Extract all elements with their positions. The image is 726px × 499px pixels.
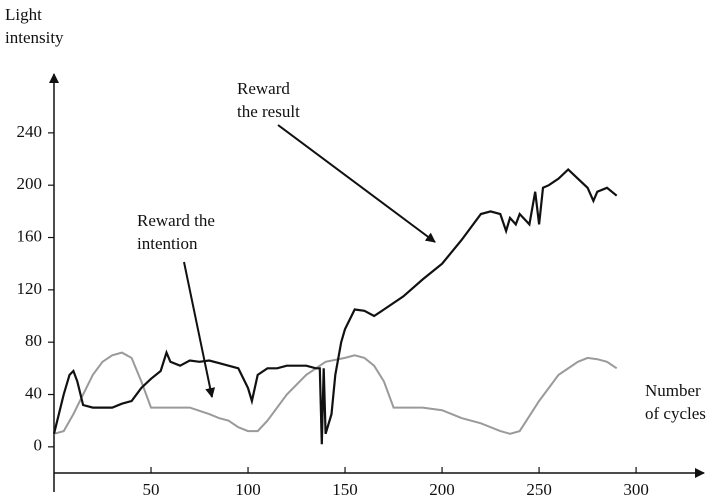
- x-tick-label: 300: [623, 480, 649, 499]
- y-tick-label: 80: [25, 331, 42, 350]
- y-tick-label: 160: [17, 226, 43, 245]
- annotation-arrow: [183, 261, 216, 398]
- y-tick-label: 240: [17, 122, 43, 141]
- x-label: of cycles: [645, 404, 706, 423]
- y-tick-label: 0: [34, 436, 43, 455]
- y-label: intensity: [5, 28, 64, 47]
- y-tick-label: 120: [17, 279, 43, 298]
- x-tick-label: 150: [332, 480, 358, 499]
- annotation: intention: [137, 234, 198, 253]
- y-tick-label: 40: [25, 383, 42, 402]
- series-line: [53, 351, 618, 435]
- series-line: [52, 167, 618, 445]
- x-tick-label: 50: [143, 480, 160, 499]
- annotation: Reward: [237, 79, 290, 98]
- x-tick-label: 100: [235, 480, 261, 499]
- annotation-arrow: [277, 124, 436, 243]
- x-tick-label: 200: [429, 480, 455, 499]
- annotation: the result: [237, 102, 300, 121]
- x-label: Number: [645, 381, 701, 400]
- y-label: Light: [5, 5, 42, 24]
- annotation: Reward the: [137, 211, 215, 230]
- x-tick-label: 250: [526, 480, 552, 499]
- y-tick-label: 200: [17, 174, 43, 193]
